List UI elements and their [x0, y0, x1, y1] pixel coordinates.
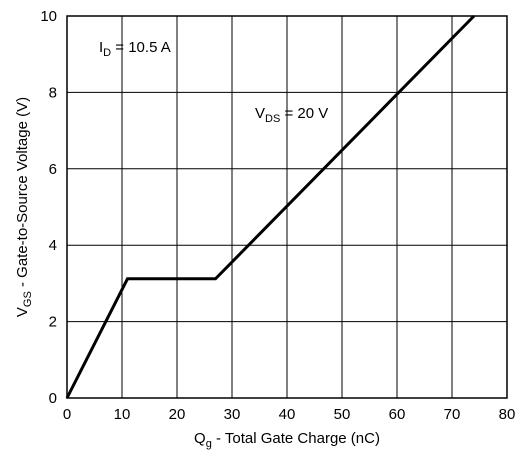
x-tick-label: 30 — [224, 406, 241, 423]
x-tick-label: 60 — [389, 406, 406, 423]
x-tick-label: 20 — [169, 406, 186, 423]
annotation-vds-voltage: VDS = 20 V — [255, 105, 328, 125]
y-tick-label: 0 — [49, 390, 57, 407]
y-tick-label: 8 — [49, 84, 57, 101]
annotation-id-current: ID = 10.5 A — [99, 39, 171, 59]
y-tick-labels: 0 2 4 6 8 10 — [40, 8, 57, 407]
x-axis-label: Qg - Total Gate Charge (nC) — [194, 430, 380, 450]
x-tick-labels: 0 10 20 30 40 50 60 70 80 — [63, 406, 516, 423]
series-layer — [65, 14, 476, 399]
x-tick-label: 80 — [499, 406, 516, 423]
grid-lines — [67, 16, 507, 398]
y-axis-label: VGS - Gate-to-Source Voltage (V) — [14, 97, 34, 317]
y-tick-label: 6 — [49, 161, 57, 178]
x-tick-label: 10 — [114, 406, 131, 423]
x-tick-label: 0 — [63, 406, 71, 423]
x-tick-label: 50 — [334, 406, 351, 423]
y-tick-label: 2 — [49, 314, 57, 331]
plot-frame — [66, 15, 508, 399]
x-tick-label: 40 — [279, 406, 296, 423]
y-tick-label: 4 — [49, 237, 57, 254]
y-tick-label: 10 — [40, 8, 57, 25]
series-line-0 — [65, 14, 476, 399]
x-tick-label: 70 — [444, 406, 461, 423]
